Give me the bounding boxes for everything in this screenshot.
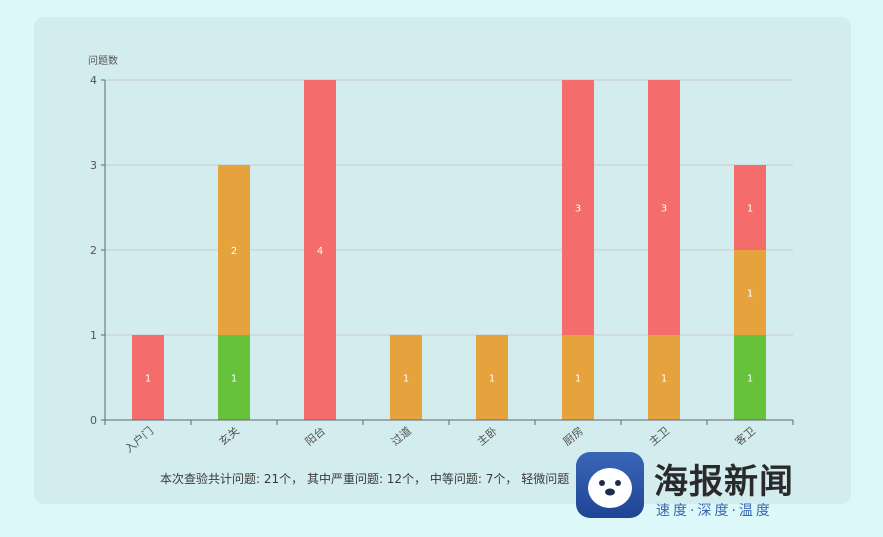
- bar-segment: [734, 250, 766, 335]
- data-label: 1: [747, 374, 753, 385]
- data-label: 1: [661, 374, 667, 385]
- x-tick-label: 厨房: [561, 424, 586, 448]
- y-axis-label: 问题数: [88, 54, 118, 67]
- bar-segment: [218, 165, 250, 335]
- data-label: 3: [661, 204, 667, 215]
- bar-segment: [648, 80, 680, 335]
- logo-slogan: 速度·深度·温度: [656, 503, 773, 519]
- x-tick-label: 主卧: [475, 424, 500, 448]
- data-label: 1: [747, 289, 753, 300]
- bar-segment: [734, 335, 766, 420]
- x-tick-label: 玄关: [216, 424, 242, 449]
- bar-segment: [132, 335, 164, 420]
- bar-segment: [734, 165, 766, 250]
- data-label: 4: [317, 246, 323, 257]
- data-label: 3: [575, 204, 581, 215]
- bar-segment: [304, 80, 336, 420]
- inspection-summary: 本次查验共计问题: 21个， 其中严重问题: 12个， 中等问题: 7个， 轻微…: [160, 472, 570, 486]
- y-tick-label: 2: [90, 244, 97, 257]
- y-tick-label: 4: [90, 74, 97, 87]
- data-label: 1: [145, 374, 151, 385]
- x-tick-label: 入户门: [122, 424, 156, 456]
- bar-segment: [648, 335, 680, 420]
- bar-segment: [562, 80, 594, 335]
- data-label: 1: [403, 374, 409, 385]
- data-label: 1: [231, 374, 237, 385]
- y-tick-label: 0: [90, 414, 97, 427]
- bar-segment: [218, 335, 250, 420]
- data-label: 1: [489, 374, 495, 385]
- logo-name: 海报新闻: [654, 462, 794, 502]
- data-label: 1: [575, 374, 581, 385]
- bar-segment: [476, 335, 508, 420]
- x-tick-label: 客卫: [732, 424, 758, 449]
- x-tick-label: 阳台: [302, 424, 328, 449]
- bar-segment: [390, 335, 422, 420]
- news-logo: 海报新闻 速度·深度·温度: [576, 452, 826, 522]
- seal-logo-icon: [576, 452, 644, 518]
- y-tick-label: 3: [90, 159, 97, 172]
- data-label: 2: [231, 246, 237, 257]
- chart-card: [34, 17, 851, 504]
- x-tick-label: 主卫: [647, 424, 672, 448]
- y-tick-label: 1: [90, 329, 97, 342]
- data-label: 1: [747, 204, 753, 215]
- bar-segment: [562, 335, 594, 420]
- x-tick-label: 过道: [388, 424, 414, 449]
